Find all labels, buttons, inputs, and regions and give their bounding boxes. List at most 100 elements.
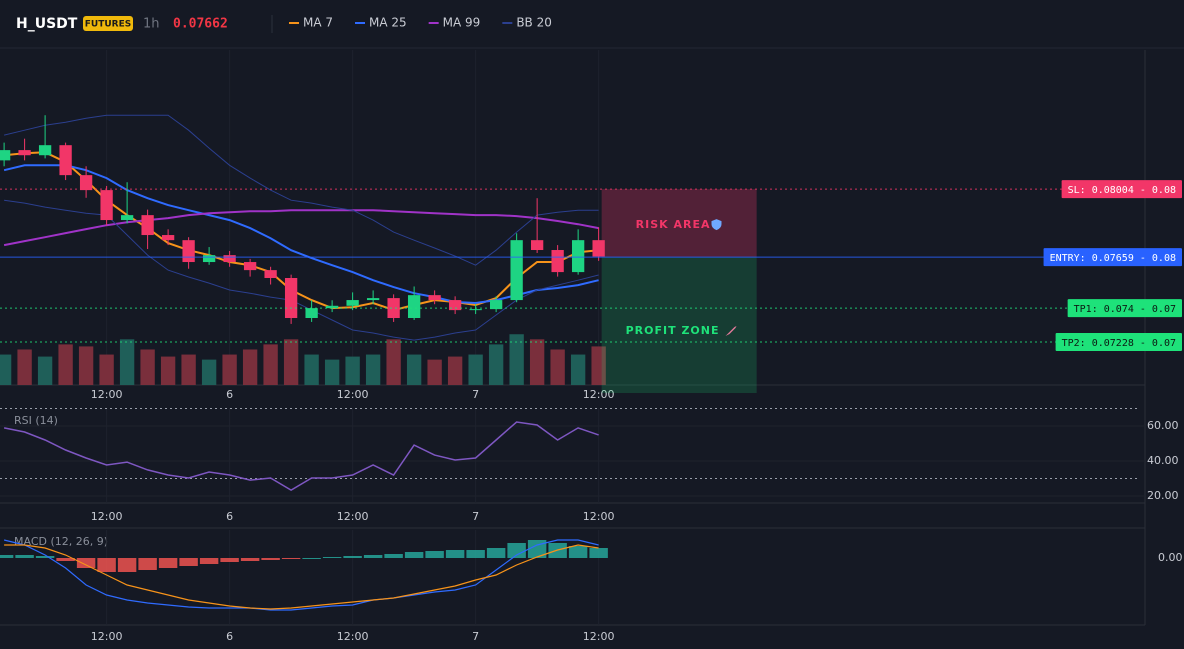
candle-body [161, 235, 175, 241]
candle-body [182, 240, 195, 263]
candle-body [264, 270, 277, 278]
y-tick-label: 0.00 [1158, 551, 1183, 564]
interval[interactable]: 1h [143, 17, 160, 32]
macd-histogram-bar [35, 556, 55, 558]
volume-bar [263, 344, 278, 385]
candle-body [407, 295, 421, 318]
volume-bar [0, 354, 12, 385]
last-price: 0.07662 [173, 17, 228, 32]
candle-body [592, 240, 605, 257]
macd-histogram-bar [117, 558, 137, 572]
x-tick-label: 12:00 [91, 630, 123, 643]
volume-bar [242, 349, 258, 385]
badge-bg [83, 16, 133, 31]
y-tick-label: 20.00 [1147, 489, 1179, 502]
ma-line [3, 209, 599, 247]
volume-bar [160, 356, 176, 385]
x-tick-label: 12:00 [337, 630, 369, 643]
macd-histogram-bar [56, 558, 75, 561]
x-tick-label: 12:00 [337, 510, 369, 523]
volume-bar [119, 339, 135, 385]
candle-body [551, 250, 564, 273]
macd-histogram-bar [240, 558, 260, 561]
candle-body [100, 190, 113, 221]
x-tick-label: 6 [226, 630, 233, 643]
legend-label: BB 20 [516, 16, 552, 30]
level-tag: ENTRY: 0.07659 - 0.08 [1050, 253, 1176, 264]
ma-line [3, 164, 599, 305]
volume-bar [58, 344, 73, 385]
macd-histogram-bar [527, 540, 547, 558]
macd-histogram-bar [445, 550, 465, 558]
volume-bar [406, 354, 422, 385]
macd-line [3, 539, 599, 611]
macd-histogram-bar [568, 546, 588, 558]
x-tick-label: 12:00 [583, 510, 615, 523]
macd-histogram-bar [425, 551, 444, 558]
legend-label: MA 25 [369, 16, 407, 30]
macd-histogram-bar [466, 550, 485, 558]
volume-bar [345, 356, 360, 385]
candle-body [469, 309, 482, 311]
macd-histogram-bar [363, 555, 383, 558]
volume-bar [222, 354, 237, 385]
candle-body [202, 255, 216, 263]
symbol[interactable]: H_USDT [16, 16, 78, 32]
volume-bar [37, 356, 53, 385]
shield-icon [711, 219, 722, 231]
candle-body [325, 305, 339, 309]
x-tick-label: 12:00 [91, 388, 123, 401]
volume-bar [140, 349, 155, 385]
rsi-line [3, 421, 599, 491]
x-tick-label: 7 [472, 388, 479, 401]
candle-body [59, 145, 72, 176]
volume-bar [550, 349, 565, 385]
x-tick-label: 12:00 [91, 510, 123, 523]
volume-bar [201, 359, 217, 385]
x-tick-label: 6 [226, 388, 233, 401]
macd-histogram-bar [97, 558, 116, 572]
macd-histogram-bar [486, 548, 506, 558]
macd-line [4, 544, 599, 610]
level-tag: TP1: 0.074 - 0.07 [1074, 304, 1176, 315]
candle-body [120, 215, 134, 221]
macd-histogram-bar [507, 543, 526, 558]
candle-body [284, 277, 298, 318]
macd-histogram-bar [158, 558, 178, 568]
volume-bar [427, 359, 442, 385]
x-tick-label: 7 [472, 630, 479, 643]
macd-histogram-bar [179, 558, 198, 566]
zone-label: RISK AREA [636, 218, 711, 231]
volume-bar [304, 354, 319, 385]
candle-body [305, 308, 318, 318]
risk-zone [601, 189, 757, 258]
x-tick-label: 12:00 [583, 388, 615, 401]
volume-bar [99, 354, 114, 385]
level-tag: SL: 0.08004 - 0.08 [1068, 185, 1176, 196]
candle-body [448, 300, 462, 311]
macd-histogram-bar [322, 557, 342, 558]
volume-bar [78, 346, 94, 385]
volume-bar [283, 339, 299, 385]
volume-bar [529, 339, 545, 385]
candle-body [0, 150, 11, 161]
macd-histogram-bar [384, 554, 403, 558]
legend-label: MA 99 [443, 16, 481, 30]
macd-histogram-bar [199, 558, 219, 564]
macd-histogram-bar [138, 558, 157, 570]
rsi-title: RSI (14) [14, 414, 58, 427]
macd-histogram-bar [281, 558, 301, 559]
x-tick-label: 12:00 [337, 388, 369, 401]
volume-bar [17, 349, 32, 385]
candle-body [366, 298, 380, 301]
macd-histogram-bar [343, 556, 362, 558]
level-tag-bg [1067, 299, 1182, 318]
candle-body [346, 300, 359, 306]
macd-histogram-bar [76, 558, 96, 568]
macd-histogram-bar [589, 548, 608, 558]
macd-histogram-bar [0, 555, 14, 558]
level-tag-bg [1043, 248, 1182, 267]
bb-upper [3, 114, 599, 266]
